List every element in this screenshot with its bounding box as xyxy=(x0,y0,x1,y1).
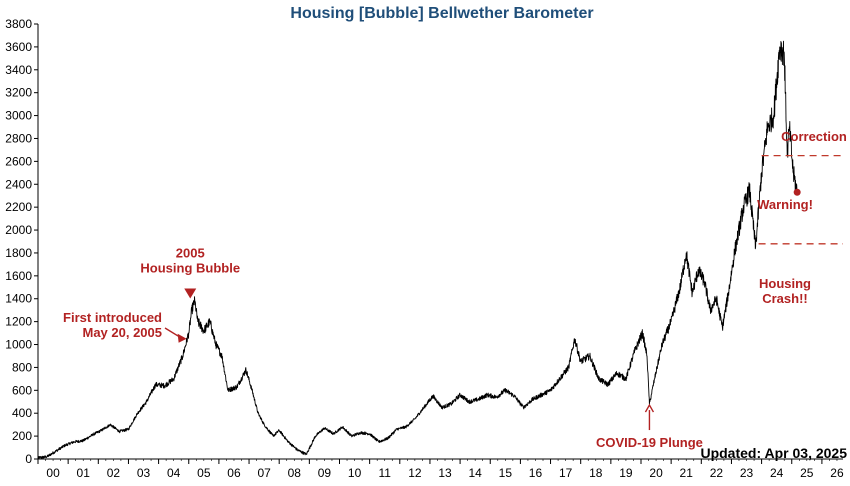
x-tick-label: 18 xyxy=(589,466,603,480)
y-tick-label: 1200 xyxy=(5,315,32,329)
y-tick-label: 1600 xyxy=(5,269,32,283)
x-tick-label: 14 xyxy=(468,466,482,480)
y-tick-label: 3800 xyxy=(5,17,32,31)
covid-annotation: COVID-19 Plunge xyxy=(596,435,703,450)
x-tick-label: 15 xyxy=(499,466,513,480)
y-tick-label: 600 xyxy=(12,383,32,397)
y-tick-label: 3000 xyxy=(5,109,32,123)
y-tick-label: 3200 xyxy=(5,86,32,100)
x-tick-label: 16 xyxy=(529,466,543,480)
x-tick-label: 03 xyxy=(137,466,151,480)
y-tick-label: 2200 xyxy=(5,200,32,214)
warning-dot xyxy=(793,188,801,196)
x-tick-label: 11 xyxy=(378,466,391,480)
x-tick-label: 20 xyxy=(649,466,663,480)
first-introduced-annotation: First introduced May 20, 2005 xyxy=(63,310,162,340)
x-tick-label: 13 xyxy=(438,466,452,480)
y-tick-label: 2400 xyxy=(5,177,32,191)
x-tick-label: 01 xyxy=(77,466,91,480)
y-tick-label: 3600 xyxy=(5,40,32,54)
y-tick-label: 2600 xyxy=(5,154,32,168)
x-tick-label: 12 xyxy=(408,466,422,480)
y-tick-label: 1800 xyxy=(5,246,32,260)
y-tick-label: 3400 xyxy=(5,63,32,77)
price-series-line xyxy=(37,40,798,459)
x-tick-label: 06 xyxy=(227,466,241,480)
y-tick-label: 2000 xyxy=(5,223,32,237)
x-tick-label: 10 xyxy=(348,466,362,480)
x-tick-label: 26 xyxy=(830,466,844,480)
x-tick-label: 02 xyxy=(107,466,121,480)
x-tick-label: 07 xyxy=(257,466,271,480)
y-tick-label: 800 xyxy=(12,360,32,374)
updated-label: Updated: Apr 03, 2025 xyxy=(700,445,847,461)
housing-crash-label: Housing Crash!! xyxy=(759,276,811,306)
x-tick-label: 19 xyxy=(619,466,633,480)
y-tick-label: 2800 xyxy=(5,131,32,145)
correction-label: Correction xyxy=(781,129,847,144)
covid-arrowhead xyxy=(644,403,655,413)
x-tick-label: 24 xyxy=(770,466,784,480)
warning-label: Warning! xyxy=(757,197,813,212)
x-tick-label: 05 xyxy=(197,466,211,480)
x-tick-label: 04 xyxy=(167,466,181,480)
y-tick-label: 400 xyxy=(12,406,32,420)
x-tick-label: 09 xyxy=(318,466,332,480)
first-introduced-arrowhead xyxy=(177,333,187,343)
x-tick-label: 00 xyxy=(46,466,60,480)
bubble-peak-marker xyxy=(184,288,197,299)
x-tick-label: 21 xyxy=(680,466,694,480)
y-tick-label: 1400 xyxy=(5,292,32,306)
chart-title: Housing [Bubble] Bellwether Barometer xyxy=(290,5,593,22)
x-tick-label: 08 xyxy=(288,466,302,480)
y-tick-label: 0 xyxy=(25,452,32,466)
x-tick-label: 17 xyxy=(559,466,573,480)
y-tick-label: 1000 xyxy=(5,338,32,352)
x-tick-label: 25 xyxy=(800,466,814,480)
bubble-annotation: 2005 Housing Bubble xyxy=(140,245,240,275)
x-tick-label: 23 xyxy=(740,466,754,480)
x-tick-label: 22 xyxy=(710,466,724,480)
y-tick-label: 200 xyxy=(12,429,32,443)
